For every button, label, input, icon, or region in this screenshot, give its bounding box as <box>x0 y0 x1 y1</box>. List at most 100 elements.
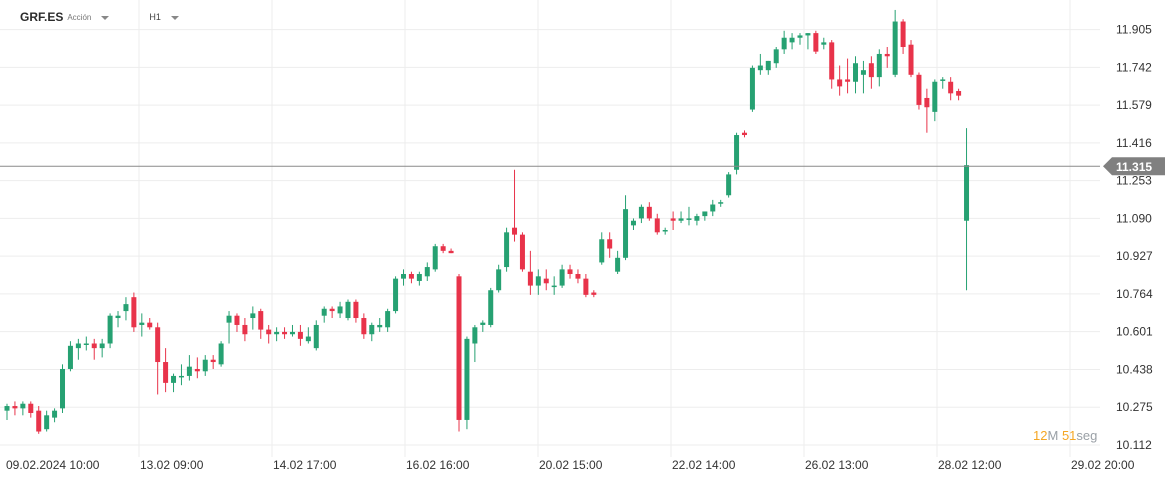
candle-body <box>4 406 10 411</box>
candle <box>773 47 779 68</box>
timeframe-selector[interactable]: H1 <box>149 12 161 22</box>
candle-body <box>662 230 668 232</box>
candle-body <box>377 324 383 328</box>
candle <box>321 306 327 323</box>
candle-body <box>472 327 478 344</box>
candle-body <box>488 290 494 325</box>
y-tick-label: 10.438 <box>1116 362 1153 376</box>
candle-body <box>12 406 18 409</box>
candle <box>599 232 605 265</box>
candle <box>20 401 26 416</box>
candle <box>876 49 882 87</box>
candle-body <box>749 67 755 110</box>
candle <box>940 77 946 89</box>
x-tick-label: 20.02 15:00 <box>539 458 603 472</box>
timeframe-dropdown-chevron-icon[interactable] <box>170 15 179 20</box>
candle-body <box>884 53 890 57</box>
candle <box>472 324 478 363</box>
candle <box>28 401 34 418</box>
candle-body <box>297 331 303 339</box>
candle-body <box>543 278 549 284</box>
candle <box>821 37 827 50</box>
candle <box>210 355 216 369</box>
candle <box>948 77 954 101</box>
candle <box>186 355 192 381</box>
y-tick-label: 11.742 <box>1116 60 1152 74</box>
candle-body <box>694 216 700 221</box>
candle-body <box>432 246 438 270</box>
y-tick-label: 11.253 <box>1116 174 1152 188</box>
candle <box>551 276 557 295</box>
candle-body <box>99 343 105 349</box>
candle <box>266 324 272 344</box>
y-tick-label: 10.112 <box>1116 438 1152 452</box>
candle-body <box>757 65 763 71</box>
symbol-dropdown-chevron-icon[interactable] <box>101 15 110 20</box>
candle <box>654 213 660 235</box>
candle <box>456 274 462 432</box>
candle-body <box>607 239 613 249</box>
candle <box>282 327 288 339</box>
current-price-badge <box>1103 157 1165 176</box>
x-tick-label: 26.02 13:00 <box>805 458 869 472</box>
candle-body <box>194 368 200 372</box>
candle <box>361 313 367 339</box>
candle-body <box>837 79 843 87</box>
candle <box>583 274 589 298</box>
candle <box>178 364 184 386</box>
candle <box>155 322 161 395</box>
y-axis-labels: 11.905 11.742 11.579 11.416 11.253 11.090 10.9… <box>1116 23 1153 452</box>
candle-body <box>956 91 962 96</box>
candle <box>694 213 700 226</box>
candle <box>741 130 747 138</box>
y-tick-label: 10.275 <box>1116 400 1153 414</box>
candle <box>448 248 454 254</box>
candle <box>900 19 906 54</box>
candle <box>4 403 10 420</box>
candle-body <box>416 274 422 281</box>
candle-body <box>163 362 169 383</box>
candle <box>868 56 874 89</box>
candle-body <box>36 410 42 432</box>
candle <box>313 320 319 351</box>
candle <box>765 60 771 75</box>
candle-body <box>448 250 454 254</box>
candle-body <box>28 403 34 413</box>
candle <box>305 327 311 344</box>
candle <box>464 336 470 430</box>
y-tick-label: 11.090 <box>1116 211 1152 225</box>
candle <box>964 128 970 291</box>
candle <box>274 327 280 342</box>
candle-body <box>464 338 470 420</box>
candle <box>757 53 763 75</box>
candle <box>932 79 938 122</box>
candle <box>202 355 208 376</box>
candle-body <box>313 324 319 349</box>
candle-body <box>623 209 629 258</box>
candle <box>718 199 724 207</box>
candle <box>337 301 343 319</box>
candle <box>242 318 248 342</box>
candle-body <box>630 220 636 226</box>
candle <box>686 206 692 226</box>
candle <box>139 313 145 337</box>
timer-minutes-unit: M <box>1047 428 1059 443</box>
y-tick-label: 11.416 <box>1116 136 1152 150</box>
candle-body <box>892 21 898 75</box>
candle-body <box>329 308 335 312</box>
candle-body <box>964 165 970 221</box>
candle-body <box>734 135 740 170</box>
candle-body <box>440 246 446 251</box>
candle-body <box>678 218 684 221</box>
candle-body <box>361 318 367 335</box>
chart-header: GRF.ES Acción H1 <box>20 10 179 24</box>
x-tick-label: 22.02 14:00 <box>672 458 736 472</box>
candle-body <box>131 297 137 328</box>
symbol-label: GRF.ES <box>20 10 64 24</box>
candle-body <box>551 285 557 288</box>
candle <box>512 169 518 242</box>
candle-body <box>456 276 462 420</box>
candle-body <box>908 44 914 75</box>
candle-body <box>44 415 50 430</box>
